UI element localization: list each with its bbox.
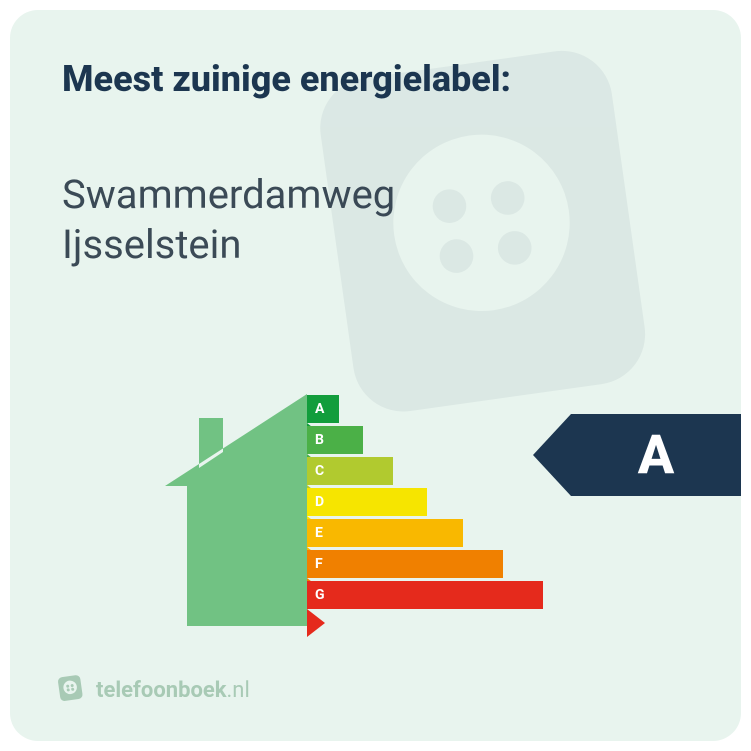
energy-bar-label: D — [315, 494, 324, 510]
footer-brand-tld: .nl — [227, 678, 250, 703]
highlight-letter: A — [638, 424, 675, 487]
card-title: Meest zuinige energielabel: — [62, 58, 689, 100]
footer-brand-name: telefoonboek — [96, 678, 227, 703]
highlight-body: A — [571, 414, 741, 496]
energy-bar-label: F — [315, 556, 323, 572]
footer: telefoonboek.nl — [56, 673, 250, 707]
energy-bar-label: A — [315, 401, 324, 417]
energy-bar-label: C — [315, 463, 324, 479]
address-block: Swammerdamweg Ijsselstein — [62, 170, 689, 270]
highlight-label: A — [533, 414, 741, 496]
footer-brand: telefoonboek.nl — [96, 678, 250, 703]
address-line-1: Swammerdamweg — [62, 170, 689, 220]
energy-bar-label: E — [315, 525, 323, 541]
footer-logo-icon — [56, 673, 86, 707]
house-icon — [165, 394, 307, 630]
address-line-2: Ijsselstein — [62, 220, 689, 270]
energy-chart: ABCDEFG A — [165, 380, 741, 630]
energy-bar-label: B — [315, 432, 324, 448]
energy-label-card: Meest zuinige energielabel: Swammerdamwe… — [10, 10, 741, 741]
energy-bar-label: G — [315, 587, 325, 603]
highlight-arrow — [533, 414, 571, 496]
